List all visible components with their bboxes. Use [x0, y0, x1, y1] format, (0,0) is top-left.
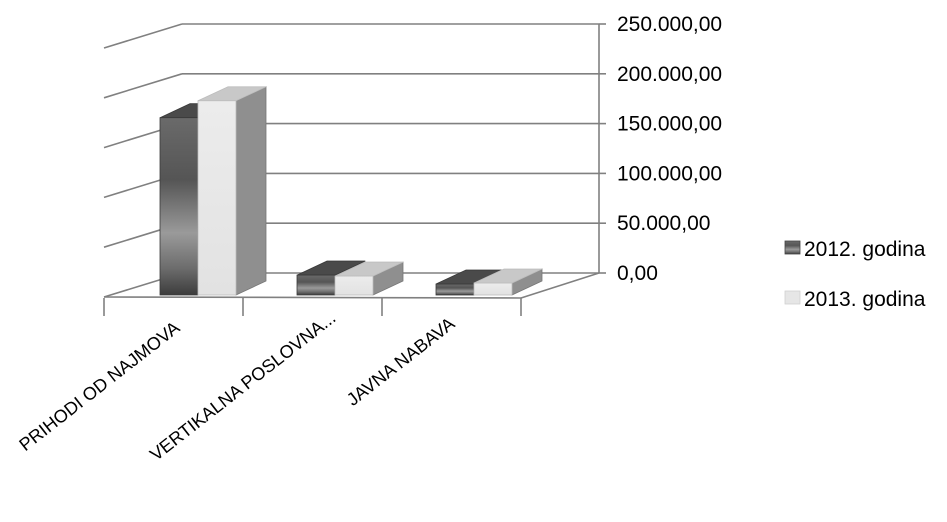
legend-label-2013: 2013. godina — [804, 288, 926, 311]
floor-front-edge — [103, 296, 522, 299]
y-tick-label: 150.000,00 — [617, 113, 722, 136]
legend-swatch-2012 — [784, 240, 801, 255]
x-category-label: PRIHODI OD NAJMOVA — [15, 317, 183, 454]
bar-2013 — [473, 268, 543, 296]
x-category-label: JAVNA NABAVA — [343, 313, 459, 409]
bar-2013 — [197, 86, 267, 296]
y-tick-label: 0,00 — [617, 262, 658, 285]
y-tick-label: 100.000,00 — [617, 162, 722, 185]
side-gridline — [103, 73, 183, 99]
y-tick-label: 250.000,00 — [617, 13, 722, 36]
legend-label-2012: 2012. godina — [804, 238, 926, 261]
bar-2013 — [334, 261, 404, 296]
floor-right-edge — [520, 272, 600, 299]
y-tick-label: 50.000,00 — [617, 212, 710, 235]
legend-swatch-2013 — [784, 290, 801, 305]
y-tick-label: 200.000,00 — [617, 63, 722, 86]
side-gridline — [103, 23, 183, 49]
